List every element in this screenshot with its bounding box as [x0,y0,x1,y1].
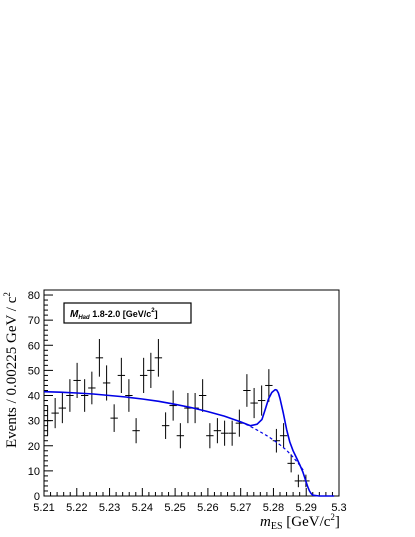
data-point [58,393,67,424]
y-tick-label: 0 [34,491,40,503]
x-axis-unit: [GeV/c [283,514,331,530]
y-tick-label: 40 [28,391,40,403]
data-point [95,338,104,377]
x-tick-label: 5.26 [197,502,218,514]
data-point [43,405,52,436]
x-tick-label: 5.27 [230,502,251,514]
data-point [80,379,89,412]
y-tick-label: 60 [28,340,40,352]
data-point [125,379,133,412]
y-tick-label: 70 [28,315,40,327]
data-point [169,390,177,421]
data-point [220,420,229,446]
data-point [73,362,81,399]
x-axis-unit-end: ] [335,514,340,530]
x-tick-label: 5.29 [296,502,317,514]
data-point [147,352,155,388]
y-axis-title: Events / 0.00225 GeV / c2 [2,292,20,448]
data-points [43,338,340,497]
x-axis-symbol: m [260,514,271,530]
data-point [257,385,266,416]
data-point [294,474,303,488]
data-point [213,418,222,444]
legend-subscript: Had [78,315,90,321]
data-point [243,374,251,407]
data-point [279,423,288,449]
x-tick-label: 5.24 [132,502,153,514]
y-tick-label: 30 [28,416,40,428]
data-point [228,420,236,446]
data-point [154,338,163,377]
data-point [206,423,214,449]
x-tick-label: 5.25 [164,502,185,514]
data-point [51,398,59,429]
plot-frame [43,289,340,497]
data-point [66,379,74,412]
data-point [117,357,126,393]
data-point [198,379,207,412]
legend-label: MHad 1.8-2.0 [GeV/c2] [70,308,158,321]
x-axis-title: mES [GeV/c2] [260,512,340,532]
x-axis-ticks [43,488,340,496]
y-axis-title-text: Events / 0.00225 GeV / c [4,296,20,448]
x-tick-label: 5.3 [331,502,346,514]
x-tick-label: 5.21 [33,502,54,514]
legend-text-end: ] [155,309,158,319]
data-point [161,412,170,439]
total-fit-curve [43,388,335,497]
y-axis-title-sup: 2 [2,292,12,297]
y-axis-tick-labels: 0 10 20 30 40 50 60 70 80 [28,290,40,503]
y-tick-label: 10 [28,466,40,478]
y-axis-ticks [44,289,53,497]
data-point [110,404,118,432]
legend-box: MHad 1.8-2.0 [GeV/c2] [63,302,192,324]
y-tick-label: 80 [28,290,40,302]
fit-curves [43,388,335,497]
x-axis-tick-labels: 5.21 5.22 5.23 5.24 5.25 5.26 5.27 5.28 5.29 5.3 [33,502,346,514]
legend-text: 1.8-2.0 [GeV/c [90,309,152,319]
background-fit-curve [240,421,306,473]
y-tick-label: 50 [28,365,40,377]
legend-symbol: M [70,309,79,320]
data-point [265,369,273,402]
data-point [88,371,96,405]
data-point [250,387,258,419]
x-tick-label: 5.22 [66,502,87,514]
x-tick-label: 5.23 [99,502,120,514]
data-point [139,357,148,393]
data-point [176,423,185,449]
legend-frame [63,302,192,324]
data-point [287,454,295,473]
x-axis-unit-sup: 2 [330,512,335,522]
data-point [272,428,281,453]
legend-sup: 2 [151,308,155,314]
x-axis-subscript: ES [271,521,283,532]
y-tick-label: 20 [28,441,40,453]
x-tick-label: 5.28 [263,502,284,514]
data-point [132,418,140,444]
